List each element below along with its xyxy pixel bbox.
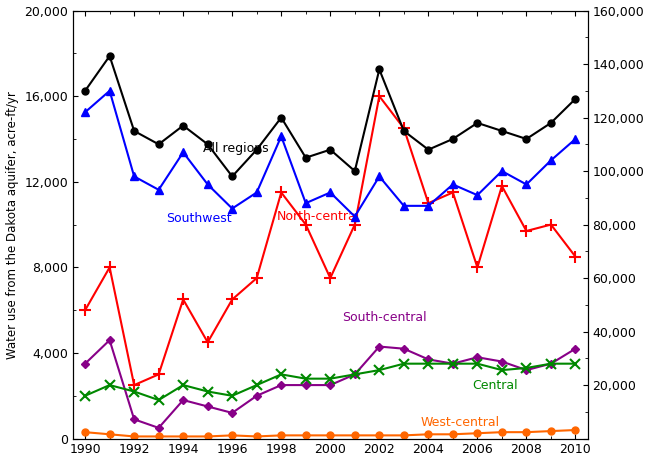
Text: Southwest: Southwest <box>166 212 231 225</box>
Text: Central: Central <box>473 379 518 392</box>
Text: South-central: South-central <box>343 311 427 324</box>
Y-axis label: Water use from the Dakota aquifer, acre-ft/yr: Water use from the Dakota aquifer, acre-… <box>6 91 19 359</box>
Text: All regions: All regions <box>203 142 268 155</box>
Text: West-central: West-central <box>421 416 500 429</box>
Text: North-central: North-central <box>276 210 359 223</box>
